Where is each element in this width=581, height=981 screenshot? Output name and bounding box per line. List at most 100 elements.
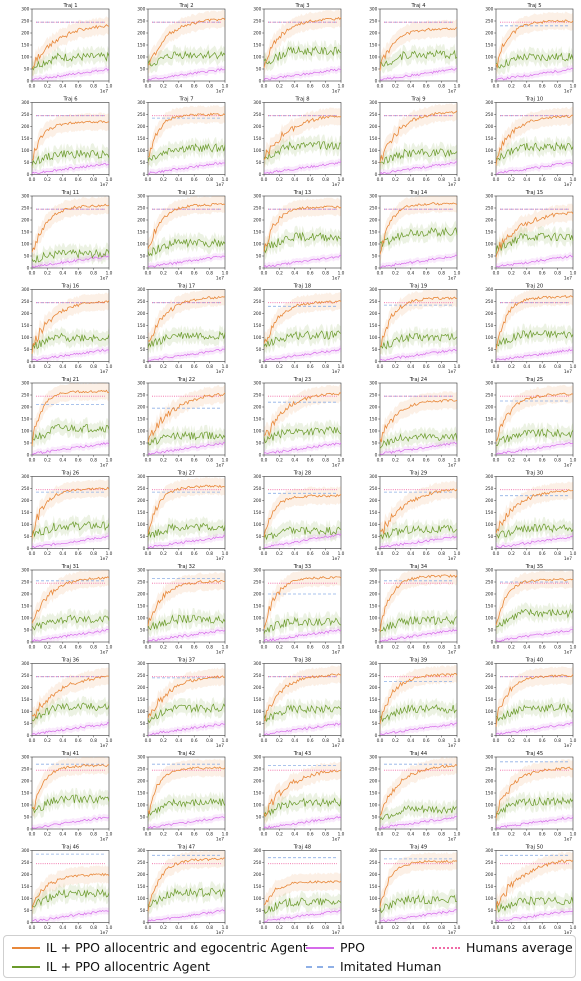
allocentric-band — [32, 514, 109, 545]
egocentric-line — [379, 574, 458, 632]
y-tick-label: 150 — [21, 417, 29, 423]
x-tick-label: 0.6 — [75, 177, 82, 183]
legend-label-allocentric: IL + PPO allocentric Agent — [46, 959, 211, 974]
egocentric-line — [379, 859, 458, 908]
y-tick-label: 150 — [253, 884, 261, 890]
allocentric-line — [379, 804, 458, 821]
x-tick-label: 0.8 — [90, 551, 97, 557]
x-tick-label: 0.4 — [291, 645, 298, 651]
legend-swatch-egocentric — [12, 946, 40, 949]
y-tick-label: 250 — [485, 393, 493, 399]
y-tick-label: 300 — [369, 568, 377, 574]
subplot-title: Traj 33 — [293, 564, 311, 570]
x-scale-label: 1e7 — [216, 276, 224, 282]
y-tick-label: 300 — [369, 474, 377, 480]
egocentric-line — [147, 202, 226, 250]
egocentric-band — [32, 291, 109, 362]
egocentric-band — [148, 384, 225, 451]
ppo-band — [148, 532, 225, 549]
x-tick-label: 0.6 — [191, 177, 198, 183]
x-tick-label: 0.4 — [59, 551, 66, 557]
y-tick-label: 50 — [140, 347, 146, 353]
egocentric-line — [147, 675, 226, 719]
y-tick-label: 0 — [491, 546, 494, 552]
x-scale-label: 1e7 — [332, 743, 340, 749]
x-tick-label: 0.6 — [307, 551, 314, 557]
x-scale-label: 1e7 — [564, 650, 572, 656]
subplot-48: Traj 48 0 50 100 150 200 250 300 0.0 0.2 0.4 0.6 0.8… — [253, 845, 344, 936]
allocentric-line — [495, 796, 574, 815]
x-tick-label: 0.8 — [554, 738, 561, 744]
x-tick-label: 0.6 — [191, 84, 198, 90]
x-tick-label: 0.0 — [377, 925, 384, 931]
allocentric-line — [495, 329, 574, 347]
egocentric-band — [148, 571, 225, 635]
x-tick-label: 0.8 — [206, 832, 213, 838]
x-tick-label: 0.6 — [75, 84, 82, 90]
x-tick-label: 0.8 — [438, 738, 445, 744]
y-tick-label: 100 — [369, 429, 377, 435]
egocentric-line — [147, 579, 226, 627]
y-tick-label: 200 — [21, 31, 29, 37]
y-tick-label: 300 — [21, 474, 29, 480]
ppo-line — [263, 161, 342, 175]
x-tick-label: 0.8 — [206, 645, 213, 651]
y-tick-label: 300 — [485, 381, 493, 387]
egocentric-band — [32, 16, 109, 77]
x-tick-label: 1.0 — [106, 551, 113, 557]
allocentric-line — [263, 897, 342, 914]
egocentric-band — [264, 761, 341, 825]
y-tick-label: 250 — [21, 860, 29, 866]
y-tick-label: 300 — [485, 848, 493, 854]
egocentric-band — [496, 481, 573, 542]
egocentric-band — [264, 9, 341, 77]
y-tick-label: 150 — [369, 230, 377, 236]
x-tick-label: 1.0 — [570, 84, 577, 90]
x-tick-label: 1.0 — [454, 925, 461, 931]
y-tick-label: 0 — [491, 920, 494, 926]
y-tick-label: 100 — [369, 896, 377, 902]
subplot-22: Traj 22 0 50 100 150 200 250 300 0.0 0.2 0.4 0.6 0.8… — [137, 377, 228, 469]
subplot-title: Traj 38 — [293, 658, 311, 664]
x-tick-label: 0.8 — [438, 84, 445, 90]
egocentric-line — [31, 203, 110, 253]
x-scale-label: 1e7 — [448, 369, 456, 375]
x-tick-label: 0.6 — [539, 84, 546, 90]
subplot-33: Traj 33 0 50 100 150 200 250 300 0.0 0.2 0.4 0.6 0.8… — [253, 564, 344, 656]
y-tick-label: 250 — [253, 860, 261, 866]
y-tick-label: 250 — [485, 206, 493, 212]
x-tick-label: 0.2 — [160, 271, 167, 277]
y-tick-label: 100 — [253, 242, 261, 248]
egocentric-line — [147, 484, 226, 535]
y-tick-label: 200 — [253, 311, 261, 317]
x-tick-label: 0.2 — [160, 84, 167, 90]
x-tick-label: 0.4 — [175, 271, 182, 277]
x-tick-label: 1.0 — [338, 177, 345, 183]
egocentric-line — [263, 575, 342, 630]
ppo-band — [380, 906, 457, 923]
ppo-band — [32, 719, 109, 736]
y-tick-label: 250 — [369, 206, 377, 212]
y-tick-label: 250 — [21, 19, 29, 25]
x-tick-label: 0.6 — [539, 364, 546, 370]
x-tick-label: 0.6 — [423, 832, 430, 838]
x-scale-label: 1e7 — [216, 837, 224, 843]
x-scale-label: 1e7 — [564, 930, 572, 935]
subplot-29: Traj 29 0 50 100 150 200 250 300 0.0 0.2 0.4 0.6 0.8… — [369, 471, 460, 563]
x-tick-label: 0.8 — [554, 84, 561, 90]
y-tick-label: 0 — [375, 733, 378, 739]
x-tick-label: 1.0 — [570, 177, 577, 183]
y-tick-label: 100 — [137, 896, 145, 902]
y-tick-label: 200 — [253, 498, 261, 504]
y-tick-label: 300 — [137, 7, 145, 13]
allocentric-line — [147, 143, 226, 162]
x-scale-label: 1e7 — [100, 556, 108, 562]
y-tick-label: 200 — [369, 592, 377, 598]
subplot-13: Traj 13 0 50 100 150 200 250 300 0.0 0.2 0.4 0.6 0.8… — [253, 190, 344, 282]
x-tick-label: 0.6 — [307, 271, 314, 277]
x-scale-label: 1e7 — [216, 369, 224, 375]
allocentric-line — [31, 614, 110, 631]
egocentric-band — [148, 667, 225, 727]
allocentric-band — [380, 697, 457, 729]
